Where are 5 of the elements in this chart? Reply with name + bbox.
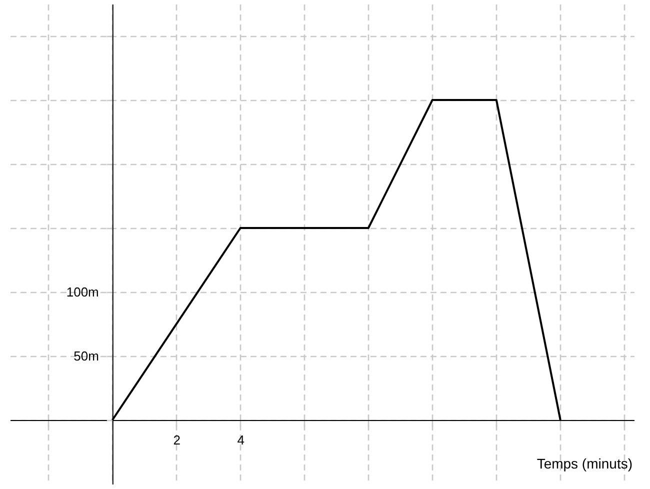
x-tick-label: 4	[237, 432, 245, 448]
y-tick-label: 50m	[74, 348, 99, 364]
y-tick-label: 100m	[66, 284, 99, 300]
x-axis-title: Temps (minuts)	[536, 456, 632, 472]
x-tick-label: 2	[173, 432, 181, 448]
